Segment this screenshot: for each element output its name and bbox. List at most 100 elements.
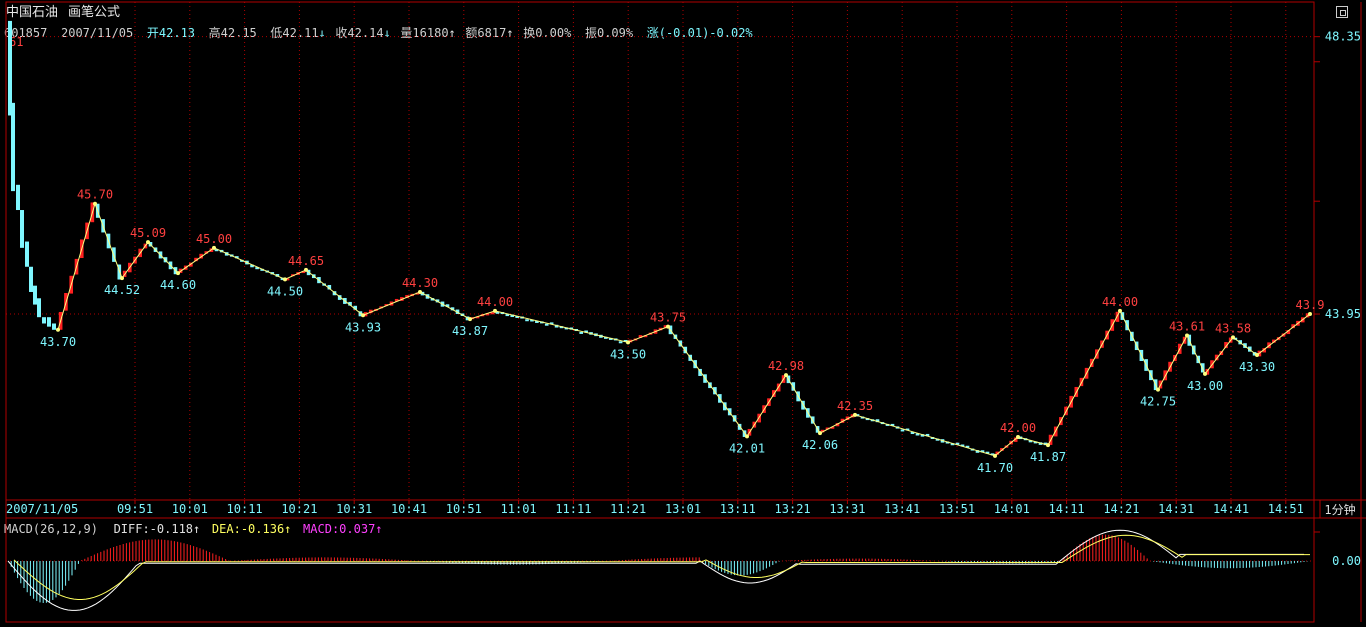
time-tick-label: 13:41 [884, 502, 920, 516]
candle-down [885, 423, 890, 426]
pivot-label: 43.61 [1169, 319, 1205, 333]
pivot-label: 42.35 [837, 399, 873, 413]
time-tick-label: 14:31 [1158, 502, 1194, 516]
candle-down [960, 444, 965, 447]
candle-down [240, 259, 244, 262]
candle-down [450, 307, 455, 311]
candle-down [791, 382, 796, 391]
zigzag-pivot [666, 324, 670, 329]
candle-up [830, 426, 835, 429]
zigzag-pivot [1231, 335, 1235, 340]
zigzag-line [57, 202, 1311, 457]
volume: 量16180 [400, 26, 449, 40]
candle-down [559, 326, 564, 329]
candle-down [980, 450, 985, 453]
candle-down [510, 314, 515, 318]
candle-down [875, 419, 880, 423]
candle-down [554, 324, 559, 328]
price-tick-label: 43.95 [1325, 307, 1361, 321]
zigzag-pivot [626, 340, 630, 345]
macd-dea: DEA:-0.136 [211, 522, 285, 536]
zigzag-pivot [818, 431, 822, 436]
candle-up [1205, 368, 1210, 375]
timeframe-label[interactable]: 1分钟 [1324, 502, 1355, 517]
candle-down [16, 184, 20, 211]
macd-value: MACD:0.037 [303, 522, 376, 536]
time-tick-label: 09:51 [117, 502, 153, 516]
zigzag-pivot [784, 373, 788, 378]
macd-tick-label: 0.00 [1332, 554, 1361, 568]
time-tick-label: 2007/11/05 [6, 502, 78, 516]
candle-down [8, 20, 12, 116]
candle-up [643, 335, 648, 338]
zigzag-pivot [1016, 434, 1020, 439]
candle-down [1028, 440, 1033, 443]
pivot-label: 43.75 [650, 311, 686, 325]
candle-up [1286, 330, 1291, 335]
pivot-label: 43.9 [1296, 298, 1325, 312]
candle-up [368, 309, 373, 314]
time-tick-label: 14:51 [1268, 502, 1304, 516]
turnover: 换0.00% [523, 26, 572, 40]
zigzag-pivot [1308, 312, 1312, 317]
candle-down [25, 241, 29, 267]
formula-name[interactable]: 画笔公式 [68, 5, 121, 20]
candle-up [820, 429, 825, 433]
candle-down [515, 315, 519, 318]
candle-down [915, 433, 920, 436]
zigzag-pivot [745, 434, 749, 439]
candle-down [900, 429, 905, 432]
pivot-label: 45.00 [196, 232, 232, 246]
macd-name: MACD(26,12,9) [4, 522, 98, 536]
candle-down [910, 432, 915, 435]
time-tick-label: 10:31 [336, 502, 372, 516]
close-price: 收42.14 [335, 26, 384, 40]
zigzag-pivot [176, 271, 180, 276]
candle-down [47, 317, 51, 327]
time-tick-label: 14:41 [1213, 502, 1249, 516]
candle-down [713, 387, 717, 395]
pivot-label: 44.52 [104, 283, 140, 297]
candle-down [52, 323, 56, 330]
time-tick-label: 10:11 [227, 502, 263, 516]
time-tick-label: 11:21 [610, 502, 646, 516]
candle-down [37, 298, 41, 318]
pivot-label: 43.58 [1215, 321, 1251, 335]
time-tick-label: 10:51 [446, 502, 482, 516]
time-tick-label: 14:21 [1103, 502, 1139, 516]
restore-icon[interactable] [1336, 6, 1348, 18]
candle-down [337, 295, 342, 300]
pivot-label: 44.00 [477, 295, 513, 309]
time-tick-label: 13:51 [939, 502, 975, 516]
candle-up [1262, 348, 1267, 353]
time-tick-label: 14:01 [994, 502, 1030, 516]
pivot-label: 42.75 [1140, 395, 1176, 409]
candle-down [549, 322, 554, 325]
zigzag-pivot [993, 453, 997, 458]
candle-up [415, 292, 420, 295]
pivot-label: 44.50 [267, 284, 303, 298]
pivot-label: 45.09 [130, 226, 166, 240]
pivot-label: 45.70 [77, 188, 113, 202]
pivot-label: 42.00 [1000, 421, 1036, 435]
candle-up [658, 327, 663, 331]
time-tick-label: 10:21 [281, 502, 317, 516]
candle-down [623, 339, 628, 342]
pivot-label: 41.87 [1030, 450, 1066, 464]
candle-down [530, 319, 534, 322]
macd-diff: DIFF:-0.118 [113, 522, 194, 536]
candle-down [905, 428, 910, 431]
zigzag-pivot [283, 277, 287, 282]
zigzag-pivot [853, 412, 857, 417]
zigzag-pivot [493, 308, 497, 313]
candle-up [845, 416, 850, 421]
candle-down [235, 256, 239, 259]
zigzag-pivot [1203, 371, 1207, 376]
amount: 额6817 [465, 26, 507, 40]
candle-down [945, 441, 950, 444]
candle-down [544, 323, 549, 326]
time-tick-label: 11:11 [555, 502, 591, 516]
candle-up [204, 251, 209, 254]
candle-down [465, 316, 470, 321]
